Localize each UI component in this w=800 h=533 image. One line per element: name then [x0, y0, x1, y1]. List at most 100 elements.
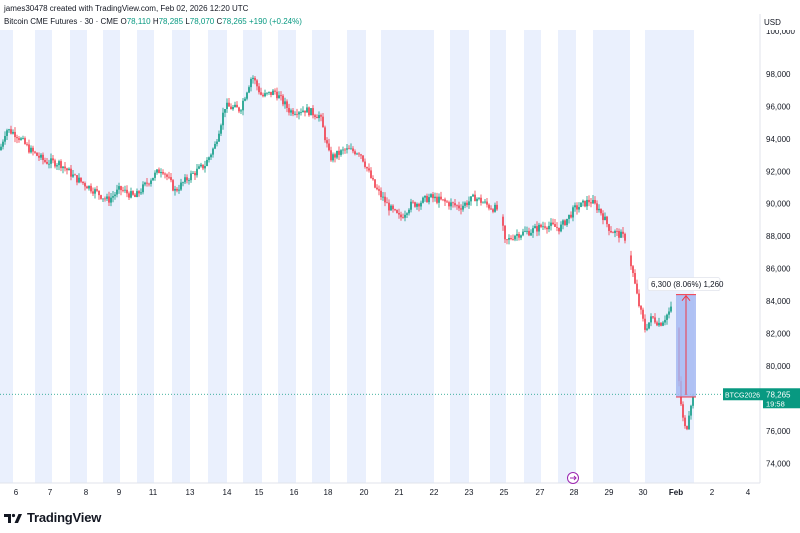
- candle-body: [604, 216, 606, 221]
- candle-body: [194, 172, 196, 176]
- candle-body: [276, 91, 278, 99]
- candle-body: [582, 200, 584, 203]
- session-band: [645, 30, 664, 483]
- candle-body: [236, 104, 238, 108]
- candle-body: [168, 176, 170, 178]
- candle-body: [228, 102, 230, 107]
- time-tick-label: 15: [255, 488, 264, 497]
- candle-body: [32, 147, 34, 152]
- candle-body: [68, 168, 70, 171]
- candle-body: [210, 154, 212, 158]
- candle-body: [496, 204, 498, 210]
- candle-body: [442, 199, 444, 201]
- candle-body: [118, 186, 120, 190]
- candle-body: [6, 130, 8, 136]
- candle-body: [198, 166, 200, 169]
- candle-body: [658, 322, 660, 326]
- candle-body: [226, 102, 228, 110]
- candle-body: [260, 92, 262, 95]
- session-band: [524, 30, 541, 483]
- candle-body: [388, 202, 390, 211]
- candle-body: [378, 189, 380, 191]
- candle-body: [312, 108, 314, 116]
- candle-body: [42, 154, 44, 161]
- candle-body: [14, 131, 16, 138]
- candle-body: [48, 163, 50, 165]
- candle-body: [0, 146, 2, 151]
- session-band: [417, 30, 434, 483]
- candle-body: [28, 144, 30, 153]
- time-tick-label: 20: [360, 488, 369, 497]
- candle-body: [398, 212, 400, 215]
- candle-body: [584, 200, 586, 207]
- candle-body: [492, 209, 494, 212]
- candle-body: [654, 317, 656, 323]
- tradingview-footer: TradingView: [4, 510, 101, 525]
- candle-body: [514, 235, 516, 240]
- candle-body: [664, 319, 666, 323]
- candle-body: [650, 316, 652, 323]
- candle-body: [476, 198, 478, 202]
- candle-body: [288, 107, 290, 113]
- candle-body: [144, 182, 146, 185]
- session-band: [208, 30, 227, 483]
- candle-body: [218, 133, 220, 142]
- candle-body: [404, 214, 406, 218]
- candle-body: [472, 194, 474, 197]
- candle-body: [590, 202, 592, 204]
- candle-body: [504, 225, 506, 240]
- candle-body: [550, 222, 552, 226]
- candle-body: [386, 202, 388, 204]
- candle-body: [100, 195, 102, 199]
- candle-body: [530, 232, 532, 236]
- candle-body: [86, 186, 88, 189]
- ticker-tag: [723, 388, 763, 401]
- session-band: [312, 30, 330, 483]
- candle-body: [622, 231, 624, 234]
- candle-body: [374, 179, 376, 188]
- candle-body: [26, 143, 28, 145]
- candle-body: [172, 180, 174, 191]
- candle-body: [538, 224, 540, 232]
- candle-body: [474, 194, 476, 202]
- candle-body: [200, 164, 202, 167]
- candle-body: [372, 177, 374, 180]
- candle-body: [230, 106, 232, 110]
- candle-body: [424, 195, 426, 198]
- candle-body: [546, 227, 548, 230]
- candle-body: [592, 199, 594, 204]
- range-arrow-head: [681, 294, 691, 301]
- candle-body: [334, 154, 336, 158]
- session-band: [347, 30, 366, 483]
- candle-body: [52, 158, 54, 161]
- candle-body: [314, 115, 316, 117]
- candle-body: [524, 231, 526, 233]
- candle-body: [494, 204, 496, 212]
- candle-body: [148, 183, 150, 185]
- candle-body: [640, 306, 642, 310]
- candle-body: [306, 107, 308, 113]
- candle-body: [318, 115, 320, 119]
- candle-body: [126, 189, 128, 194]
- time-tick-label: 11: [149, 488, 158, 497]
- candle-body: [292, 110, 294, 115]
- candle-body: [668, 311, 670, 315]
- price-tick-label: 84,000: [766, 297, 791, 306]
- time-tick-label: 13: [186, 488, 195, 497]
- currency-label[interactable]: USD: [764, 18, 781, 27]
- candle-body: [588, 199, 590, 203]
- candle-body: [434, 196, 436, 199]
- candle-body: [268, 91, 270, 93]
- candle-body: [84, 183, 86, 187]
- candle-body: [540, 224, 542, 227]
- candle-body: [192, 172, 194, 174]
- symbol-legend: Bitcoin CME Futures · 30 · CME O78,110 H…: [4, 17, 302, 26]
- candle-body: [380, 190, 382, 198]
- current-price-label: 78,265: [766, 390, 791, 399]
- candle-body: [190, 173, 192, 181]
- candle-body: [222, 112, 224, 126]
- candle-body: [586, 199, 588, 207]
- candle-body: [298, 112, 300, 115]
- candle-body: [94, 189, 96, 194]
